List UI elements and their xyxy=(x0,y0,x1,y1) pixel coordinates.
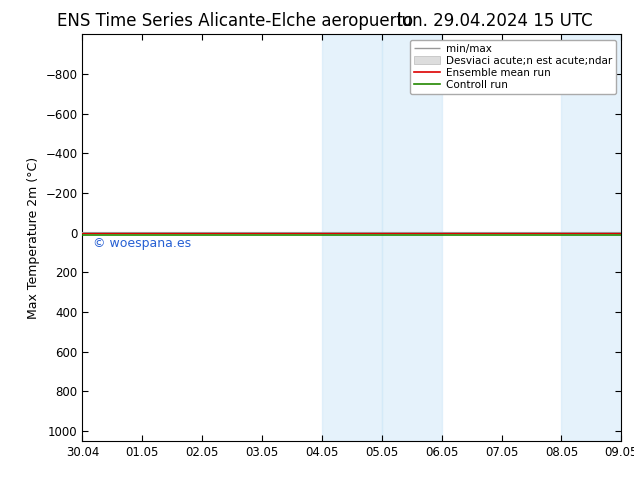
Bar xyxy=(562,34,621,441)
Text: ENS Time Series Alicante-Elche aeropuerto: ENS Time Series Alicante-Elche aeropuert… xyxy=(56,12,413,30)
Legend: min/max, Desviaci acute;n est acute;ndar, Ensemble mean run, Controll run: min/max, Desviaci acute;n est acute;ndar… xyxy=(410,40,616,94)
Text: lun. 29.04.2024 15 UTC: lun. 29.04.2024 15 UTC xyxy=(397,12,592,30)
Text: © woespana.es: © woespana.es xyxy=(93,237,191,250)
Bar xyxy=(382,34,442,441)
Y-axis label: Max Temperature 2m (°C): Max Temperature 2m (°C) xyxy=(27,157,40,318)
Bar xyxy=(322,34,382,441)
